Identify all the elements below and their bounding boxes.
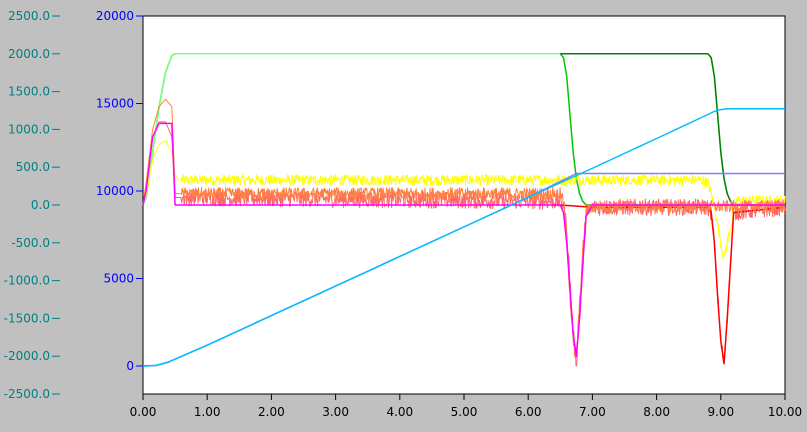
y-right-tick-label: 10000 (96, 184, 134, 198)
x-tick-label: 1.00 (194, 405, 221, 419)
y-right-tick-label: 20000 (96, 9, 134, 23)
y-right-tick-label: 5000 (103, 272, 134, 286)
y-right-tick-label: 0 (126, 359, 134, 373)
y-left-tick-label: -1000.0 (4, 274, 50, 288)
y-left-tick-label: 1500.0 (8, 85, 50, 99)
y-left-tick-label: -1500.0 (4, 311, 50, 325)
series-line-3 (142, 140, 786, 260)
y-left-tick-label: -500.0 (11, 236, 50, 250)
series-line-6 (142, 98, 786, 358)
x-tick-label: 8.00 (643, 405, 670, 419)
x-tick-label: 5.00 (451, 405, 478, 419)
y-left-tick-label: -2000.0 (4, 349, 50, 363)
x-tick-label: 9.00 (707, 405, 734, 419)
y-left-tick-label: 500.0 (16, 160, 50, 174)
y-left-tick-label: 0.0 (31, 198, 50, 212)
axis-layer: 2500.0 2000.0 1500.0 1000.0 500.0 0.0 -500.0 -1… (4, 9, 803, 419)
x-tick-label: 3.00 (322, 405, 349, 419)
x-tick-label: 7.00 (579, 405, 606, 419)
series-line-9 (142, 108, 785, 367)
series-layer (142, 53, 786, 367)
x-tick-label: 6.00 (515, 405, 542, 419)
y-left-tick-label: -2500.0 (4, 387, 50, 401)
y-left-tick-label: 2500.0 (8, 9, 50, 23)
x-tick-label: 4.00 (386, 405, 413, 419)
y-right-tick-label: 15000 (96, 97, 134, 111)
x-tick-label: 2.00 (258, 405, 285, 419)
y-left-tick-label: 2000.0 (8, 47, 50, 61)
x-tick-label: 0.00 (130, 405, 157, 419)
x-tick-label: 10.00 (768, 405, 802, 419)
series-line-7 (142, 122, 785, 357)
y-left-tick-label: 1000.0 (8, 122, 50, 136)
